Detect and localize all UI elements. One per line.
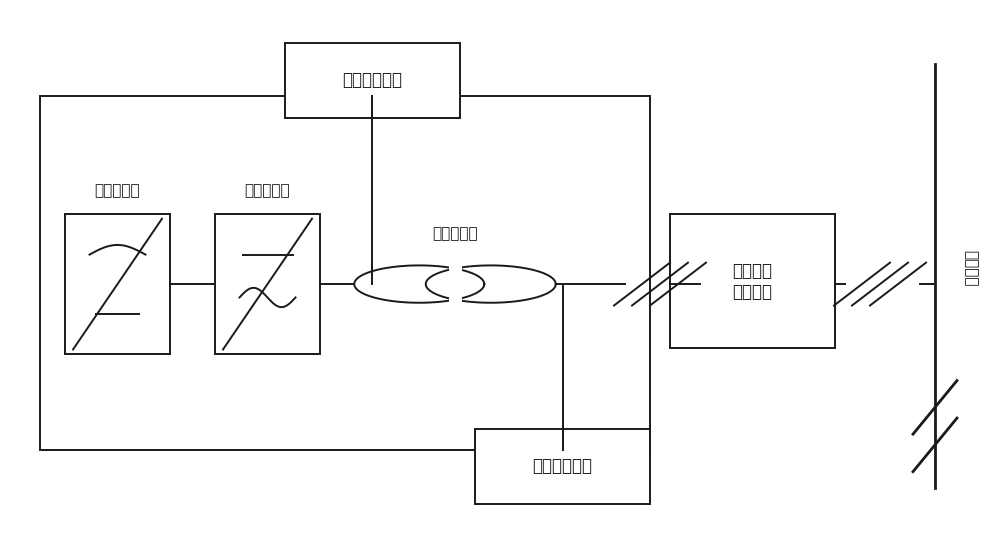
Text: 数据采集装置: 数据采集装置: [342, 71, 402, 90]
Bar: [448, 265, 462, 303]
Bar: [670, 214, 835, 348]
Bar: [215, 214, 320, 354]
Bar: [285, 43, 460, 118]
Text: 被测逆变器: 被测逆变器: [245, 183, 290, 198]
Bar: [475, 429, 650, 504]
Text: 数据采集装置: 数据采集装置: [532, 457, 592, 475]
Text: 电压跌落
发生装置: 电压跌落 发生装置: [733, 262, 773, 301]
Bar: [65, 214, 170, 354]
Text: 可控直流源: 可控直流源: [95, 183, 140, 198]
Text: 等效母线: 等效母线: [963, 250, 978, 286]
Text: 升压变压器: 升压变压器: [432, 226, 478, 241]
Bar: [40, 96, 650, 450]
